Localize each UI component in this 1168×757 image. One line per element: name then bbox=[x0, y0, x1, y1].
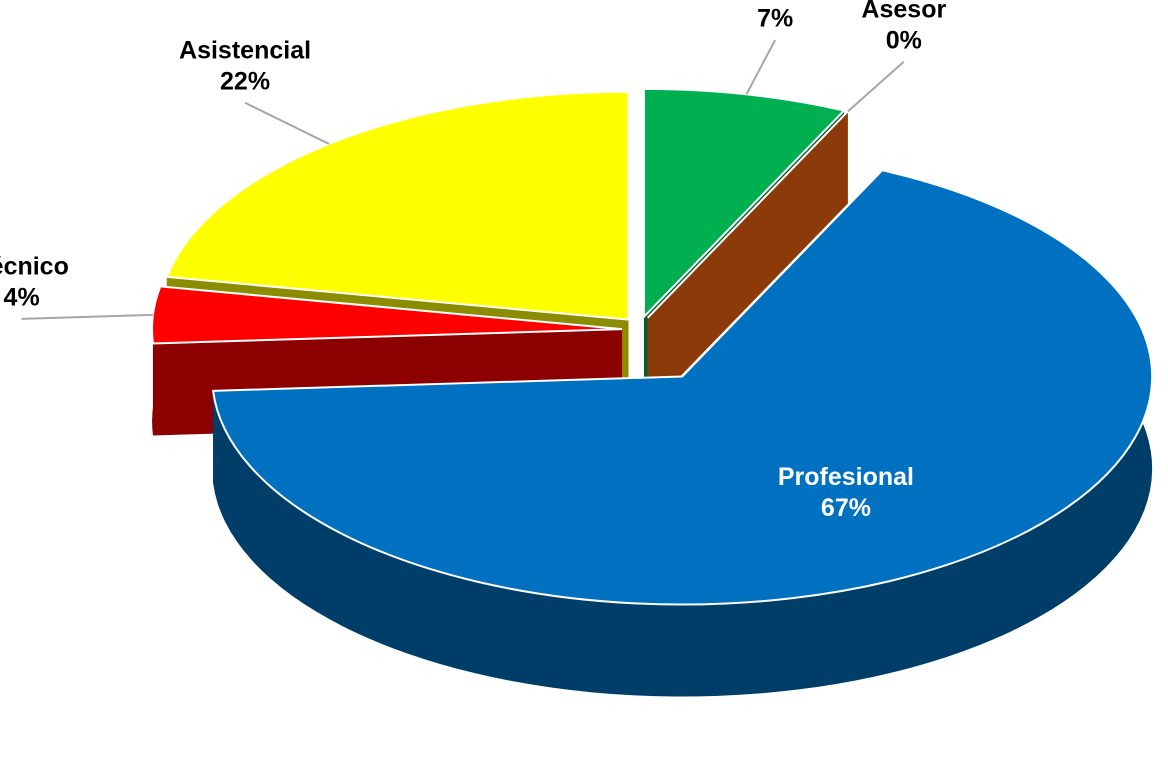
slice bbox=[151, 285, 623, 345]
leader-line bbox=[21, 313, 153, 320]
slice bbox=[211, 169, 1154, 606]
category-label: Técnico bbox=[0, 252, 69, 280]
category-label: Asistencial bbox=[179, 36, 311, 64]
slice-side bbox=[647, 111, 848, 410]
value-label: 22% bbox=[220, 67, 270, 95]
category-label: Profesional bbox=[778, 463, 914, 491]
leader-line bbox=[244, 101, 330, 145]
slice bbox=[642, 87, 846, 320]
value-label: 67% bbox=[821, 494, 871, 522]
value-label: 7% bbox=[757, 5, 793, 33]
category-label: Asesor bbox=[861, 0, 946, 23]
leader-line bbox=[745, 39, 777, 95]
value-label: 4% bbox=[4, 283, 40, 311]
category-label: Directivo bbox=[722, 0, 829, 2]
leader-line bbox=[847, 60, 905, 113]
value-label: 0% bbox=[886, 26, 922, 54]
